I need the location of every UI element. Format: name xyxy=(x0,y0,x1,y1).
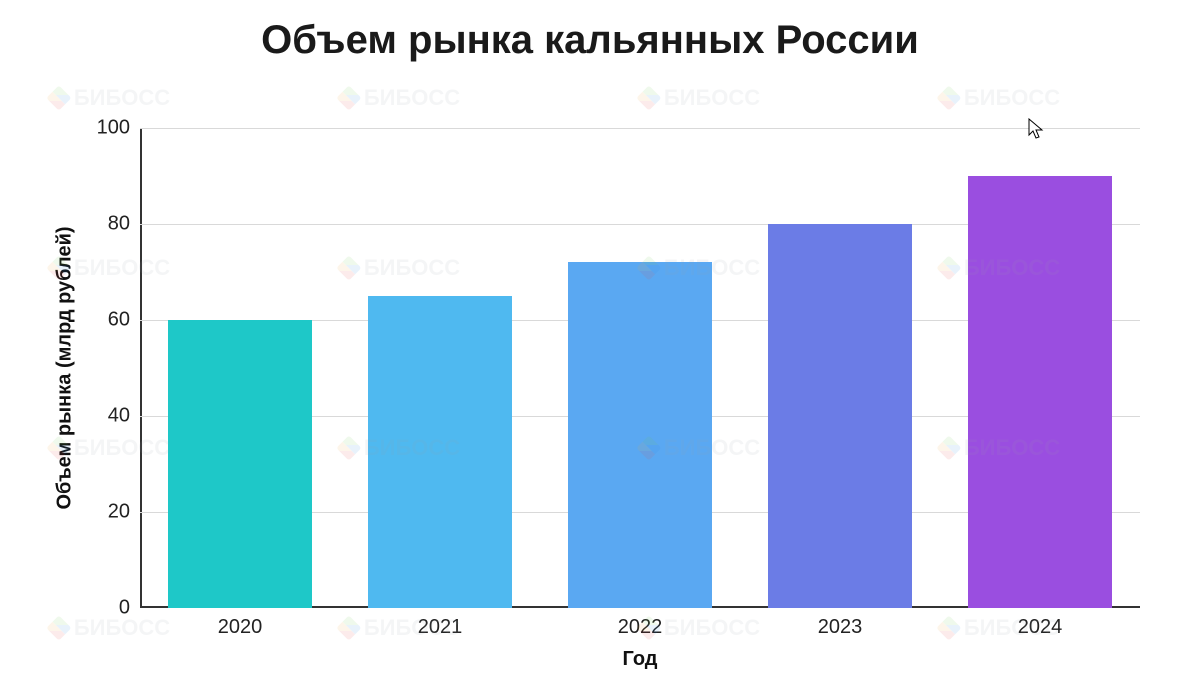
y-tick-label: 20 xyxy=(108,501,140,524)
x-tick-label: 2023 xyxy=(818,608,863,639)
y-axis-line xyxy=(140,128,142,608)
bar xyxy=(568,262,712,608)
plot-area: 02040608010020202021202220232024 xyxy=(140,128,1140,608)
y-axis-title: Объем рынка (млрд рублей) xyxy=(54,226,77,509)
y-tick-label: 100 xyxy=(97,117,140,140)
y-tick-label: 40 xyxy=(108,405,140,428)
bar xyxy=(768,224,912,608)
x-tick-label: 2021 xyxy=(418,608,463,639)
x-tick-label: 2020 xyxy=(218,608,263,639)
x-axis-title: Год xyxy=(623,648,658,671)
bar-chart: 02040608010020202021202220232024 Объем р… xyxy=(0,18,1180,690)
y-tick-label: 80 xyxy=(108,213,140,236)
x-tick-label: 2022 xyxy=(618,608,663,639)
gridline xyxy=(140,128,1140,129)
bar xyxy=(168,320,312,608)
y-tick-label: 0 xyxy=(119,597,140,620)
y-tick-label: 60 xyxy=(108,309,140,332)
x-tick-label: 2024 xyxy=(1018,608,1063,639)
bar xyxy=(968,176,1112,608)
bar xyxy=(368,296,512,608)
